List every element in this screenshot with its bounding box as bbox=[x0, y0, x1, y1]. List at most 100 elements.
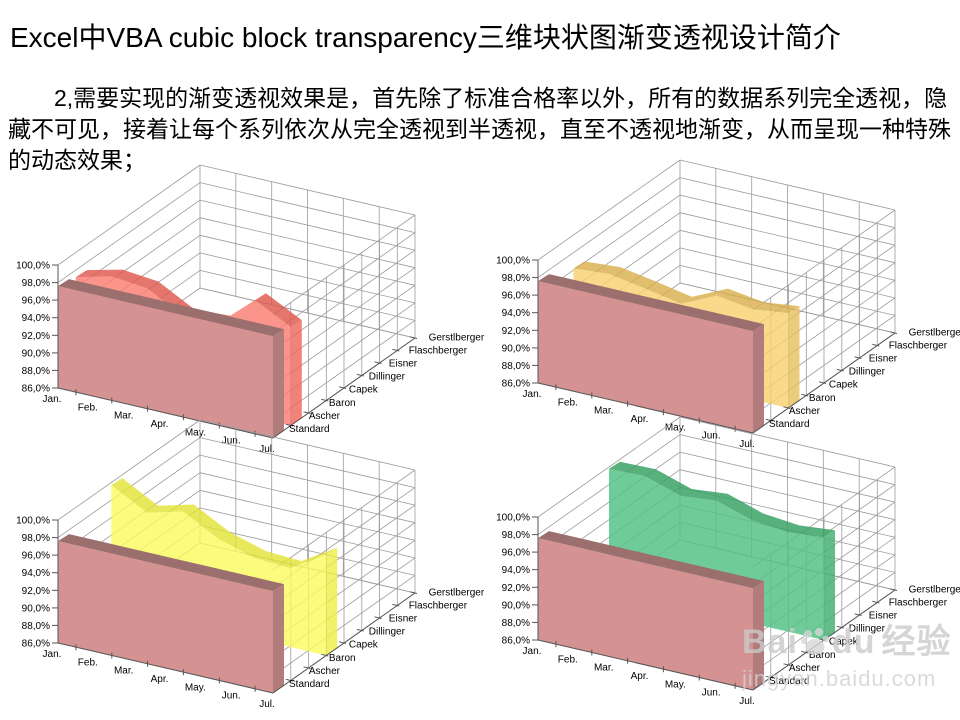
value-axis-tick-label: 96,0% bbox=[502, 548, 530, 559]
category-axis-tick-label: May. bbox=[665, 422, 686, 433]
category-axis-tick-label: Jan. bbox=[523, 389, 542, 400]
value-axis-tick-label: 90,0% bbox=[22, 348, 50, 359]
series-axis-tick-label: Ascher bbox=[309, 666, 341, 677]
series-axis-tick-label: Baron bbox=[329, 653, 356, 664]
value-axis-tick-label: 94,0% bbox=[502, 308, 530, 319]
value-axis-tick-label: 96,0% bbox=[22, 551, 50, 562]
value-axis-tick-label: 98,0% bbox=[22, 278, 50, 289]
category-axis-tick-label: Apr. bbox=[631, 671, 649, 682]
category-axis-tick-label: Jan. bbox=[43, 394, 62, 405]
value-axis-tick-label: 88,0% bbox=[22, 621, 50, 632]
category-axis-tick-label: Feb. bbox=[78, 402, 98, 413]
series-axis-tick-label: Flaschberger bbox=[409, 600, 468, 611]
series-axis-tick-label: Capek bbox=[829, 637, 859, 648]
series-axis-tick-label: Capek bbox=[349, 640, 379, 651]
series-axis-tick-label: Dillinger bbox=[369, 372, 406, 383]
value-axis-tick-label: 88,0% bbox=[22, 366, 50, 377]
series-axis-tick-label: Baron bbox=[809, 650, 836, 661]
page-title: Excel中VBA cubic block transparency三维块状图渐… bbox=[10, 22, 841, 53]
chart-axes bbox=[52, 519, 418, 694]
chart-3d-canvas: 100,0% 98,0% 96,0% 94,0% 92,0% 90,0% 88,0% 86,0… bbox=[16, 419, 485, 710]
series-axis-tick-label: Gerstlberger bbox=[429, 332, 485, 343]
value-axis-tick-label: 86,0% bbox=[502, 379, 530, 390]
series-axis-tick-label: Eisner bbox=[869, 611, 898, 622]
series-axis-tick-label: Flaschberger bbox=[889, 597, 948, 608]
chart-3d-area-bottom-left: 100,0% 98,0% 96,0% 94,0% 92,0% 90,0% 88,0% 86,0… bbox=[0, 410, 485, 720]
category-axis-tick-label: Feb. bbox=[78, 657, 98, 668]
series-axis-tick-label: Ascher bbox=[789, 406, 821, 417]
series-axis-tick-label: Dillinger bbox=[849, 624, 886, 635]
value-axis-tick-label: 94,0% bbox=[22, 313, 50, 324]
value-axis-tick-label: 88,0% bbox=[502, 618, 530, 629]
category-axis-tick-label: Jun. bbox=[702, 431, 721, 442]
category-axis-tick-label: Jul. bbox=[739, 439, 755, 450]
value-axis-tick-label: 92,0% bbox=[502, 583, 530, 594]
chart-3d-area-bottom-right: 100,0% 98,0% 96,0% 94,0% 92,0% 90,0% 88,0% 86,0… bbox=[480, 407, 960, 717]
value-axis-tick-label: 90,0% bbox=[502, 600, 530, 611]
chart-3d-canvas: 100,0% 98,0% 96,0% 94,0% 92,0% 90,0% 88,0% 86,0… bbox=[496, 159, 960, 450]
value-axis-tick-label: 86,0% bbox=[22, 639, 50, 650]
category-axis-tick-label: Mar. bbox=[114, 666, 133, 677]
series-axis-tick-label: Ascher bbox=[789, 663, 821, 674]
value-axis-tick-label: 98,0% bbox=[502, 273, 530, 284]
category-axis-tick-label: Mar. bbox=[114, 411, 133, 422]
category-axis-tick-label: May. bbox=[185, 682, 206, 693]
value-axis-tick-label: 92,0% bbox=[502, 326, 530, 337]
series-axis-tick-label: Flaschberger bbox=[409, 345, 468, 356]
series-axis-tick-label: Ascher bbox=[309, 411, 341, 422]
chart-axes bbox=[52, 264, 418, 439]
chart-3d-area-top-right: 100,0% 98,0% 96,0% 94,0% 92,0% 90,0% 88,0% 86,0… bbox=[480, 150, 960, 460]
category-axis-tick-label: Jan. bbox=[523, 646, 542, 657]
series-axis-tick-label: Capek bbox=[829, 380, 859, 391]
value-axis-tick-label: 88,0% bbox=[502, 361, 530, 372]
series-axis-tick-label: Eisner bbox=[869, 354, 898, 365]
series-axis-tick-label: Gerstlberger bbox=[909, 584, 960, 595]
value-axis-tick-label: 96,0% bbox=[22, 296, 50, 307]
category-axis-tick-label: Jul. bbox=[259, 699, 275, 710]
value-axis-tick-label: 92,0% bbox=[22, 331, 50, 342]
chart-3d-canvas: 100,0% 98,0% 96,0% 94,0% 92,0% 90,0% 88,0% 86,0… bbox=[16, 164, 485, 455]
series-axis-tick-label: Baron bbox=[809, 393, 836, 404]
category-axis-tick-label: Apr. bbox=[151, 674, 169, 685]
series-axis-tick-label: Gerstlberger bbox=[429, 587, 485, 598]
category-axis-tick-label: May. bbox=[185, 427, 206, 438]
category-axis-tick-label: Jun. bbox=[222, 691, 241, 702]
category-axis-tick-label: Jan. bbox=[43, 649, 62, 660]
body-text: 2,需要实现的渐变透视效果是，首先除了标准合格率以外，所有的数据系列完全透视，隐… bbox=[8, 85, 951, 173]
value-axis-tick-label: 86,0% bbox=[22, 384, 50, 395]
value-axis-tick-label: 98,0% bbox=[502, 530, 530, 541]
value-axis-tick-label: 96,0% bbox=[502, 291, 530, 302]
category-axis-tick-label: Mar. bbox=[594, 406, 613, 417]
category-axis-tick-label: Apr. bbox=[631, 414, 649, 425]
category-axis-tick-label: May. bbox=[665, 679, 686, 690]
series-axis-tick-label: Eisner bbox=[389, 614, 418, 625]
series-axis-tick-label: Standard bbox=[769, 676, 810, 687]
value-axis-tick-label: 94,0% bbox=[502, 565, 530, 576]
chart-axes bbox=[532, 259, 898, 434]
series-axis-tick-label: Gerstlberger bbox=[909, 327, 960, 338]
value-axis-tick-label: 100,0% bbox=[16, 261, 50, 272]
series-standard bbox=[58, 534, 284, 693]
value-axis-tick-label: 100,0% bbox=[496, 256, 530, 267]
value-axis-tick-label: 94,0% bbox=[22, 568, 50, 579]
category-axis-tick-label: Feb. bbox=[558, 654, 578, 665]
series-axis-tick-label: Standard bbox=[769, 419, 810, 430]
series-axis-tick-label: Flaschberger bbox=[889, 340, 948, 351]
series-axis-tick-label: Standard bbox=[289, 424, 330, 435]
series-axis-tick-label: Capek bbox=[349, 385, 379, 396]
category-axis-tick-label: Jul. bbox=[739, 696, 755, 707]
category-axis-tick-label: Apr. bbox=[151, 419, 169, 430]
value-axis-tick-label: 86,0% bbox=[502, 636, 530, 647]
series-axis-tick-label: Eisner bbox=[389, 359, 418, 370]
series-axis-tick-label: Standard bbox=[289, 679, 330, 690]
chart-3d-canvas: 100,0% 98,0% 96,0% 94,0% 92,0% 90,0% 88,0% 86,0… bbox=[496, 416, 960, 707]
value-axis-tick-label: 100,0% bbox=[16, 516, 50, 527]
value-axis-tick-label: 92,0% bbox=[22, 586, 50, 597]
series-axis-tick-label: Baron bbox=[329, 398, 356, 409]
series-axis-tick-label: Dillinger bbox=[849, 367, 886, 378]
value-axis-tick-label: 90,0% bbox=[22, 603, 50, 614]
category-axis-tick-label: Jun. bbox=[222, 436, 241, 447]
chart-3d-area-top-left: 100,0% 98,0% 96,0% 94,0% 92,0% 90,0% 88,0% 86,0… bbox=[0, 155, 485, 465]
series-axis-tick-label: Dillinger bbox=[369, 627, 406, 638]
